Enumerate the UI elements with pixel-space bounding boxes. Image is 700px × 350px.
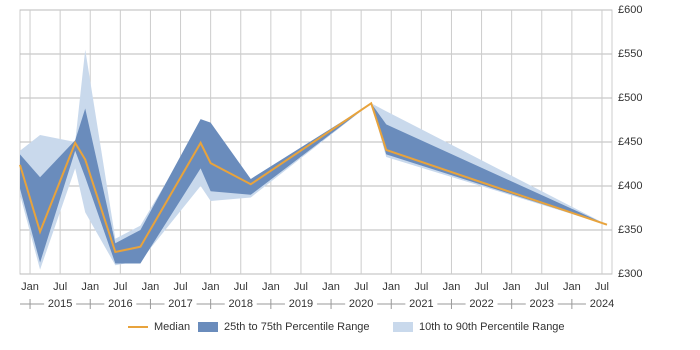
year-label-bg xyxy=(284,298,317,310)
x-tick-label: Jan xyxy=(262,281,280,293)
x-tick-label: Jan xyxy=(322,281,340,293)
year-label-bg xyxy=(465,298,498,310)
x-tick-label: Jul xyxy=(234,281,248,293)
year-label: 2016 xyxy=(108,298,132,310)
x-tick-label: Jan xyxy=(142,281,160,293)
year-label: 2022 xyxy=(469,298,493,310)
y-tick-label: £550 xyxy=(618,48,642,60)
year-label-bg xyxy=(44,298,77,310)
year-label-bg xyxy=(345,298,378,310)
x-tick-label: Jul xyxy=(414,281,428,293)
year-label-bg xyxy=(104,298,137,310)
x-tick-label: Jan xyxy=(81,281,99,293)
year-label: 2018 xyxy=(229,298,253,310)
x-tick-label: Jul xyxy=(294,281,308,293)
x-tick-label: Jul xyxy=(535,281,549,293)
legend-label: 25th to 75th Percentile Range xyxy=(224,321,370,333)
y-tick-label: £400 xyxy=(618,180,642,192)
year-label: 2023 xyxy=(530,298,554,310)
x-tick-label: Jul xyxy=(595,281,609,293)
percentile-band xyxy=(20,103,607,264)
year-label-bg xyxy=(224,298,257,310)
year-label-bg xyxy=(405,298,438,310)
year-label-bg xyxy=(585,298,618,310)
year-label: 2024 xyxy=(590,298,614,310)
x-tick-label: Jan xyxy=(443,281,461,293)
year-label: 2015 xyxy=(48,298,72,310)
legend-swatch xyxy=(198,322,218,332)
x-tick-label: Jul xyxy=(354,281,368,293)
x-tick-label: Jan xyxy=(563,281,581,293)
median-line xyxy=(19,101,608,254)
x-tick-label: Jul xyxy=(475,281,489,293)
year-label-bg xyxy=(525,298,558,310)
year-label: 2020 xyxy=(349,298,373,310)
y-tick-label: £350 xyxy=(618,224,642,236)
x-tick-label: Jan xyxy=(21,281,39,293)
legend-swatch xyxy=(393,322,413,332)
x-tick-label: Jan xyxy=(503,281,521,293)
y-tick-label: £600 xyxy=(618,4,642,16)
year-label: 2019 xyxy=(289,298,313,310)
x-tick-label: Jan xyxy=(382,281,400,293)
x-tick-label: Jan xyxy=(202,281,220,293)
x-tick-label: Jul xyxy=(174,281,188,293)
y-tick-label: £500 xyxy=(618,92,642,104)
year-label: 2021 xyxy=(409,298,433,310)
y-tick-label: £450 xyxy=(618,136,642,148)
legend-label: 10th to 90th Percentile Range xyxy=(419,321,565,333)
year-label: 2017 xyxy=(168,298,192,310)
y-tick-label: £300 xyxy=(618,268,642,280)
year-label-bg xyxy=(164,298,197,310)
x-tick-label: Jul xyxy=(113,281,127,293)
legend-label: Median xyxy=(154,321,190,333)
x-tick-label: Jul xyxy=(53,281,67,293)
